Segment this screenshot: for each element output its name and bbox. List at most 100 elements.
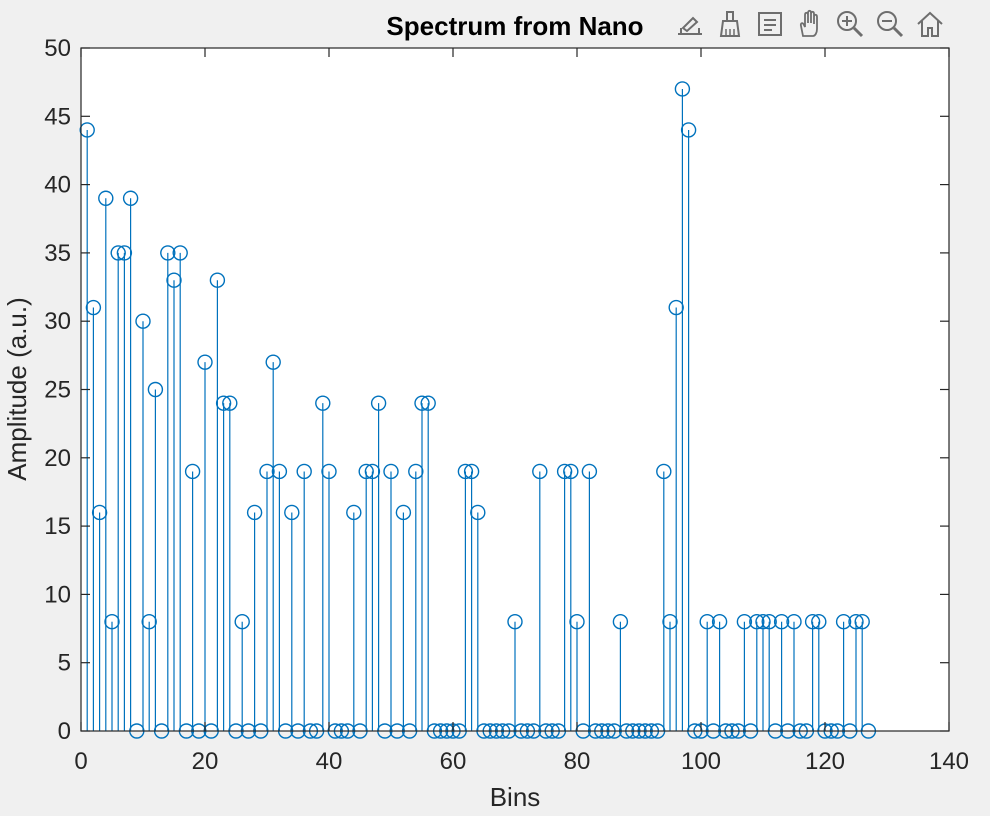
- y-tick-label: 15: [44, 513, 71, 540]
- stem-marker: [761, 614, 777, 630]
- x-axis-ticks: 0 20 40 60 80 100 120 140: [74, 48, 969, 775]
- stem-marker: [612, 614, 629, 630]
- stem-marker: [662, 614, 678, 630]
- x-tick-label: 140: [929, 748, 969, 775]
- home-button[interactable]: [912, 6, 948, 42]
- zoom-in-button[interactable]: [832, 6, 868, 42]
- axes-toolbar: [672, 6, 948, 42]
- zoom-out-button[interactable]: [872, 6, 908, 42]
- y-tick-label: 20: [44, 445, 71, 472]
- stem-marker: [668, 299, 684, 316]
- stem-marker: [160, 245, 176, 261]
- stem-marker: [656, 463, 672, 480]
- stem-marker: [556, 463, 573, 480]
- stem-marker: [569, 614, 585, 630]
- stem-marker: [848, 614, 864, 630]
- stem-marker: [383, 463, 399, 480]
- stem-marker: [271, 463, 288, 480]
- stem-marker: [457, 463, 474, 480]
- datatip-button[interactable]: [752, 6, 788, 42]
- stem-marker: [749, 614, 765, 630]
- stem-marker: [699, 614, 715, 630]
- y-tick-label: 0: [58, 718, 71, 745]
- stem-marker: [98, 190, 114, 206]
- stem-marker: [811, 614, 827, 630]
- stem-marker: [141, 614, 157, 630]
- stem-marker: [91, 504, 108, 521]
- x-tick-label: 40: [316, 748, 343, 775]
- stem-marker: [110, 245, 126, 261]
- stem-marker: [209, 272, 226, 288]
- stem-marker: [85, 299, 102, 316]
- stem-marker: [265, 354, 281, 370]
- stem-marker: [184, 463, 201, 480]
- chart-title: Spectrum from Nano: [386, 11, 643, 41]
- stem-marker: [854, 614, 870, 630]
- x-tick-label: 0: [74, 748, 87, 775]
- stem-marker: [674, 81, 691, 97]
- y-axis-label: Amplitude (a.u.): [2, 297, 32, 481]
- stem-marker: [532, 463, 548, 480]
- stem-marker: [259, 463, 275, 480]
- stem-marker: [346, 504, 362, 521]
- stem-marker: [581, 463, 598, 480]
- stem-marker: [222, 395, 238, 411]
- stem-marker: [736, 614, 753, 630]
- stem-marker: [135, 313, 151, 329]
- stem-marker: [147, 381, 164, 398]
- stem-marker: [358, 463, 374, 480]
- x-tick-label: 80: [564, 748, 591, 775]
- stem-marker: [773, 614, 790, 630]
- axes-background: [81, 48, 949, 731]
- x-tick-label: 100: [681, 748, 721, 775]
- x-tick-label: 20: [192, 748, 219, 775]
- export-icon: [678, 16, 702, 35]
- stem-marker: [563, 463, 579, 480]
- stem-marker: [197, 354, 213, 370]
- x-axis-label: Bins: [490, 782, 541, 812]
- stem-marker: [246, 504, 263, 521]
- brush-icon: [719, 11, 741, 37]
- y-axis-ticks: 0 5 10 15 20 25 30 35 40 45 50: [44, 35, 949, 745]
- stem-marker: [408, 463, 424, 480]
- pan-hand-icon: [799, 9, 818, 37]
- y-tick-label: 45: [44, 103, 71, 130]
- pan-button[interactable]: [792, 6, 828, 42]
- brush-button[interactable]: [712, 6, 748, 42]
- stem-marker: [804, 614, 821, 630]
- stem-marker: [680, 122, 697, 138]
- x-tick-label: 60: [440, 748, 467, 775]
- stem-marker: [507, 614, 523, 630]
- stem-marker: [122, 190, 139, 206]
- stem-marker: [470, 504, 486, 521]
- y-tick-label: 25: [44, 377, 71, 404]
- stem-marker: [166, 272, 182, 288]
- y-tick-label: 50: [44, 35, 71, 62]
- zoom-in-icon: [837, 11, 864, 38]
- y-tick-label: 10: [44, 581, 71, 608]
- stem-marker: [711, 614, 728, 630]
- export-button[interactable]: [672, 6, 708, 42]
- y-tick-label: 30: [44, 308, 71, 335]
- y-tick-label: 35: [44, 240, 71, 267]
- stem-marker: [370, 395, 387, 411]
- stem-marker: [315, 395, 331, 411]
- x-tick-label: 120: [805, 748, 845, 775]
- home-icon: [917, 11, 943, 37]
- stem-marker: [364, 463, 381, 480]
- stem-marker: [104, 614, 120, 630]
- stem-marker: [395, 504, 412, 521]
- stem-marker: [835, 614, 852, 630]
- stem-marker: [116, 245, 133, 261]
- stem-marker: [414, 395, 430, 411]
- stem-marker: [172, 245, 188, 261]
- stem-marker: [786, 614, 802, 630]
- stem-marker: [234, 614, 250, 630]
- stem-marker: [755, 614, 771, 630]
- stem-marker: [321, 463, 337, 480]
- y-tick-label: 5: [58, 650, 71, 677]
- stem-marker: [215, 395, 232, 411]
- y-tick-label: 40: [44, 172, 71, 199]
